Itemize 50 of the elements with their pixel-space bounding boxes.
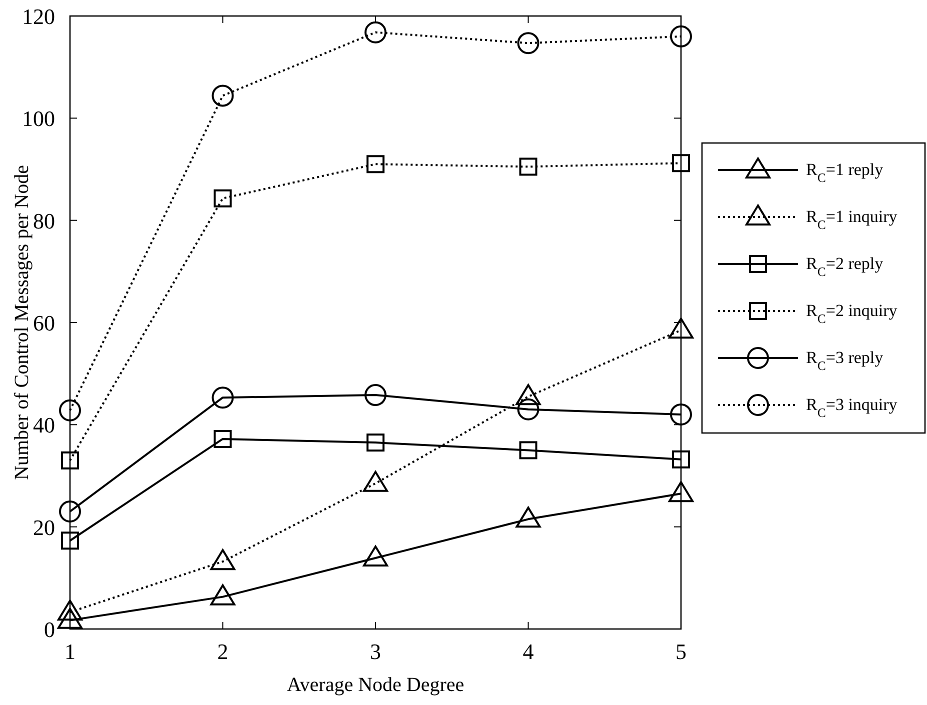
y-tick-label: 80 (33, 208, 55, 234)
y-tick-label: 0 (44, 617, 55, 642)
point (212, 84, 234, 107)
x-tick-label: 3 (370, 639, 381, 664)
x-axis-title: Average Node Degree (286, 674, 464, 696)
legend-label: R$_{C}$=2 reply (806, 254, 884, 279)
point (366, 434, 384, 452)
point (366, 155, 384, 174)
point (58, 608, 82, 629)
point (670, 403, 692, 426)
point (214, 430, 232, 448)
x-tick-label: 4 (522, 639, 534, 664)
point (210, 584, 236, 606)
point (61, 451, 79, 470)
point (212, 386, 234, 409)
point (363, 470, 388, 492)
x-tick-label: 2 (217, 639, 228, 664)
point (517, 398, 540, 420)
legend-label: R$_{C}$=1 inquiry (806, 207, 898, 232)
point (364, 384, 386, 406)
y-tick-label: 100 (22, 106, 55, 132)
y-tick-label: 20 (33, 514, 55, 540)
point (59, 500, 81, 523)
legend-label: R$_{C}$=2 inquiry (806, 301, 898, 326)
point (519, 441, 538, 460)
point (516, 384, 541, 406)
point (61, 532, 79, 550)
point (519, 158, 538, 176)
point (672, 154, 690, 172)
y-tick-label: 60 (33, 310, 55, 336)
point (668, 481, 694, 502)
x-tick-label: 5 (676, 639, 686, 664)
point (668, 318, 694, 339)
y-tick-label: 120 (22, 4, 55, 29)
x-tick-label: 1 (64, 639, 76, 664)
point (59, 399, 81, 422)
y-tick-label: 40 (33, 412, 55, 438)
point (516, 506, 541, 528)
point (210, 549, 236, 570)
point (363, 545, 388, 566)
y-axis-title: Number of Control Messages per Node (11, 164, 33, 480)
legend-label: R$_{C}$=3 reply (806, 348, 884, 373)
legend-label: R$_{C}$=3 inquiry (806, 395, 898, 420)
point (364, 21, 386, 44)
point (214, 189, 232, 208)
point (58, 600, 82, 621)
point (517, 32, 540, 54)
point (670, 25, 692, 48)
point (672, 450, 690, 468)
legend-label: R$_{C}$=1 reply (806, 160, 884, 185)
